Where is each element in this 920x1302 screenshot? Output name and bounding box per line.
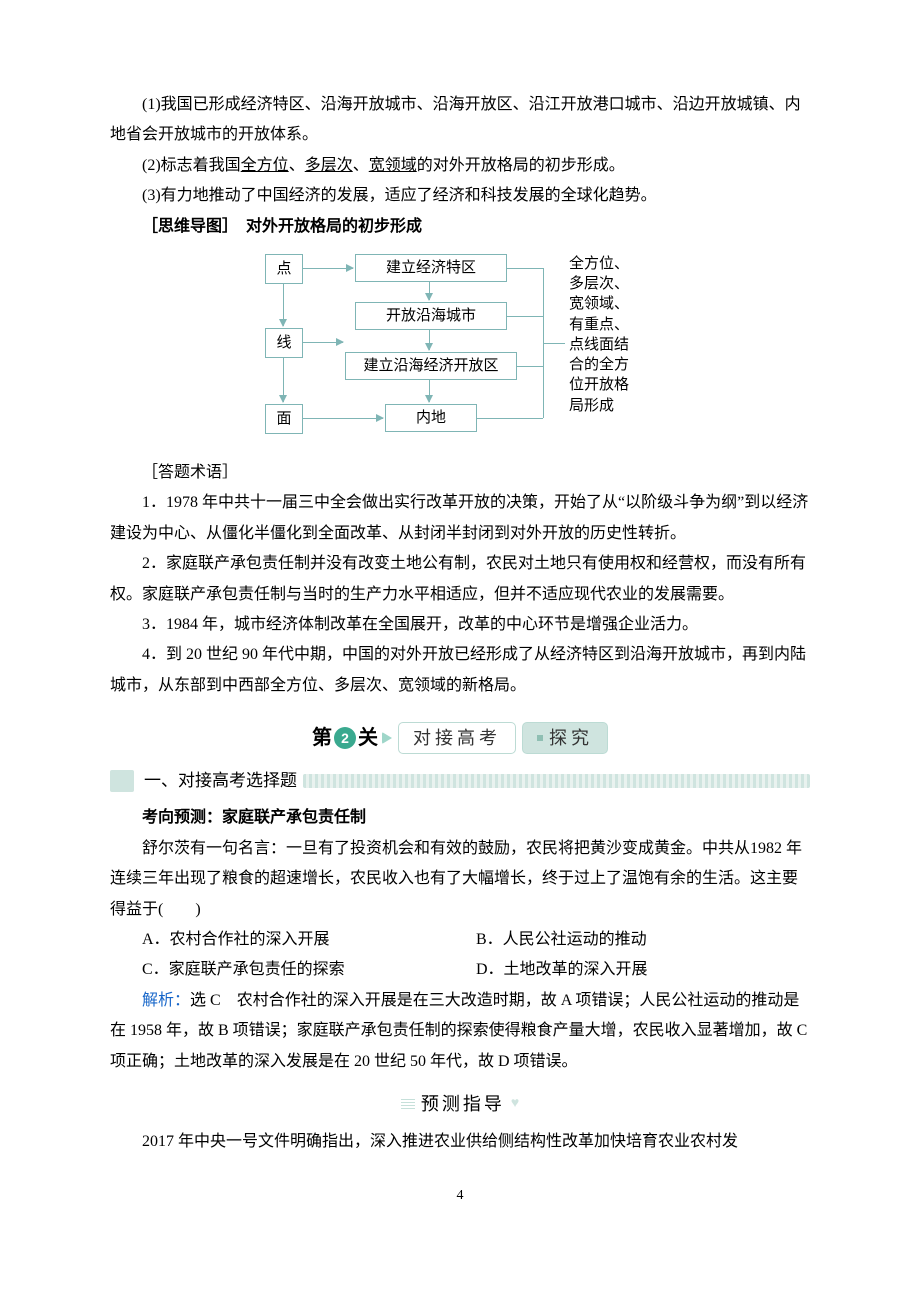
p2-u2: 多层次 [305, 157, 353, 174]
node-point: 点 [265, 254, 303, 284]
p2-s2: 、 [353, 157, 369, 174]
p2-post: 的对外开放格局的初步形成。 [417, 157, 625, 174]
option-d: D．土地改革的深入开展 [476, 955, 810, 985]
node-sez: 建立经济特区 [355, 254, 507, 282]
answer-label: 解析： [142, 992, 190, 1009]
conn-3 [517, 366, 543, 367]
node-line: 线 [265, 328, 303, 358]
question-stem: 舒尔茨有一句名言：一旦有了投资机会和有效的鼓励，农民将把黄沙变成黄金。中共从19… [110, 834, 810, 925]
heart-icon: ♥ [511, 1091, 519, 1118]
badge-link-exam: 对接高考 [398, 722, 516, 754]
conn-1 [507, 268, 543, 269]
subsection-title: 一、对接高考选择题 [138, 765, 303, 797]
option-b: B．人民公社运动的推动 [476, 925, 810, 955]
option-c: C．家庭联产承包责任的探索 [142, 955, 476, 985]
badge-explore-text: 探究 [549, 721, 593, 755]
paragraph-2: (2)标志着我国全方位、多层次、宽领域的对外开放格局的初步形成。 [110, 151, 810, 181]
p2-u1: 全方位 [241, 157, 289, 174]
node-area: 面 [265, 404, 303, 434]
bar-swatch [110, 770, 134, 792]
diagram-title: ［思维导图］ 对外开放格局的初步形成 [110, 212, 810, 242]
arrow-down-1 [283, 284, 284, 326]
diagram: 点 线 面 建立经济特区 开放沿海城市 建立沿海经济开放区 内地 [110, 248, 810, 448]
arrow-mid-1 [429, 282, 430, 300]
question-options: A．农村合作社的深入开展 C．家庭联产承包责任的探索 B．人民公社运动的推动 D… [142, 925, 810, 986]
node-coastal-city: 开放沿海城市 [355, 302, 507, 330]
diagram-summary: 全方位、 多层次、 宽领域、 有重点、 点线面结 合的全方 位开放格 局形成 [569, 254, 664, 416]
prediction-heading: 考向预测：家庭联产承包责任制 [110, 803, 810, 833]
section-left: 第 2 关 [312, 719, 392, 757]
paragraph-1: (1)我国已形成经济特区、沿海开放城市、沿海开放区、沿江开放港口城市、沿边开放城… [110, 90, 810, 151]
arrow-mid-2 [429, 330, 430, 350]
arrow-h-1 [303, 268, 353, 269]
page-number: 4 [110, 1183, 810, 1210]
arrow-down-2 [283, 358, 284, 402]
predict-para: 2017 年中央一号文件明确指出，深入推进农业供给侧结构性改革加快培育农业农村发 [110, 1127, 810, 1157]
arrow-h-3 [303, 418, 383, 419]
node-inland: 内地 [385, 404, 477, 432]
answer-1: 1．1978 年中共十一届三中全会做出实行改革开放的决策，开始了从“以阶级斗争为… [110, 488, 810, 549]
bracket-out [543, 343, 565, 344]
predict-heading: 预测指导 ♥ [110, 1087, 810, 1121]
conn-2 [507, 316, 543, 317]
answers-title: ［答题术语］ [110, 458, 810, 488]
section-banner: 第 2 关 对接高考 探究 [110, 719, 810, 757]
rule-left-icon [401, 1099, 415, 1109]
answer-3: 3．1984 年，城市经济体制改革在全国展开，改革的中心环节是增强企业活力。 [110, 610, 810, 640]
sec-number: 2 [334, 727, 356, 749]
play-icon [382, 732, 392, 744]
answer-body: 选 C 农村合作社的深入开展是在三大改造时期，故 A 项错误；人民公社运动的推动… [110, 992, 807, 1070]
badge-explore: 探究 [522, 722, 608, 754]
answer-explanation: 解析：选 C 农村合作社的深入开展是在三大改造时期，故 A 项错误；人民公社运动… [110, 986, 810, 1077]
conn-4 [477, 418, 543, 419]
subsection-bar: 一、对接高考选择题 [110, 765, 810, 797]
predict-title: 预测指导 [421, 1087, 505, 1121]
p2-u3: 宽领域 [369, 157, 417, 174]
p2-pre: (2)标志着我国 [142, 157, 241, 174]
node-coastal-zone: 建立沿海经济开放区 [345, 352, 517, 380]
answer-4: 4．到 20 世纪 90 年代中期，中国的对外开放已经形成了从经济特区到沿海开放… [110, 640, 810, 701]
paragraph-3: (3)有力地推动了中国经济的发展，适应了经济和科技发展的全球化趋势。 [110, 181, 810, 211]
p2-s1: 、 [289, 157, 305, 174]
sec-pre: 第 [312, 719, 332, 757]
bar-pattern [303, 774, 810, 788]
answer-2: 2．家庭联产承包责任制并没有改变土地公有制，农民对土地只有使用权和经营权，而没有… [110, 549, 810, 610]
option-a: A．农村合作社的深入开展 [142, 925, 476, 955]
arrow-h-2 [303, 342, 343, 343]
arrow-mid-3 [429, 380, 430, 402]
sec-post: 关 [358, 719, 378, 757]
